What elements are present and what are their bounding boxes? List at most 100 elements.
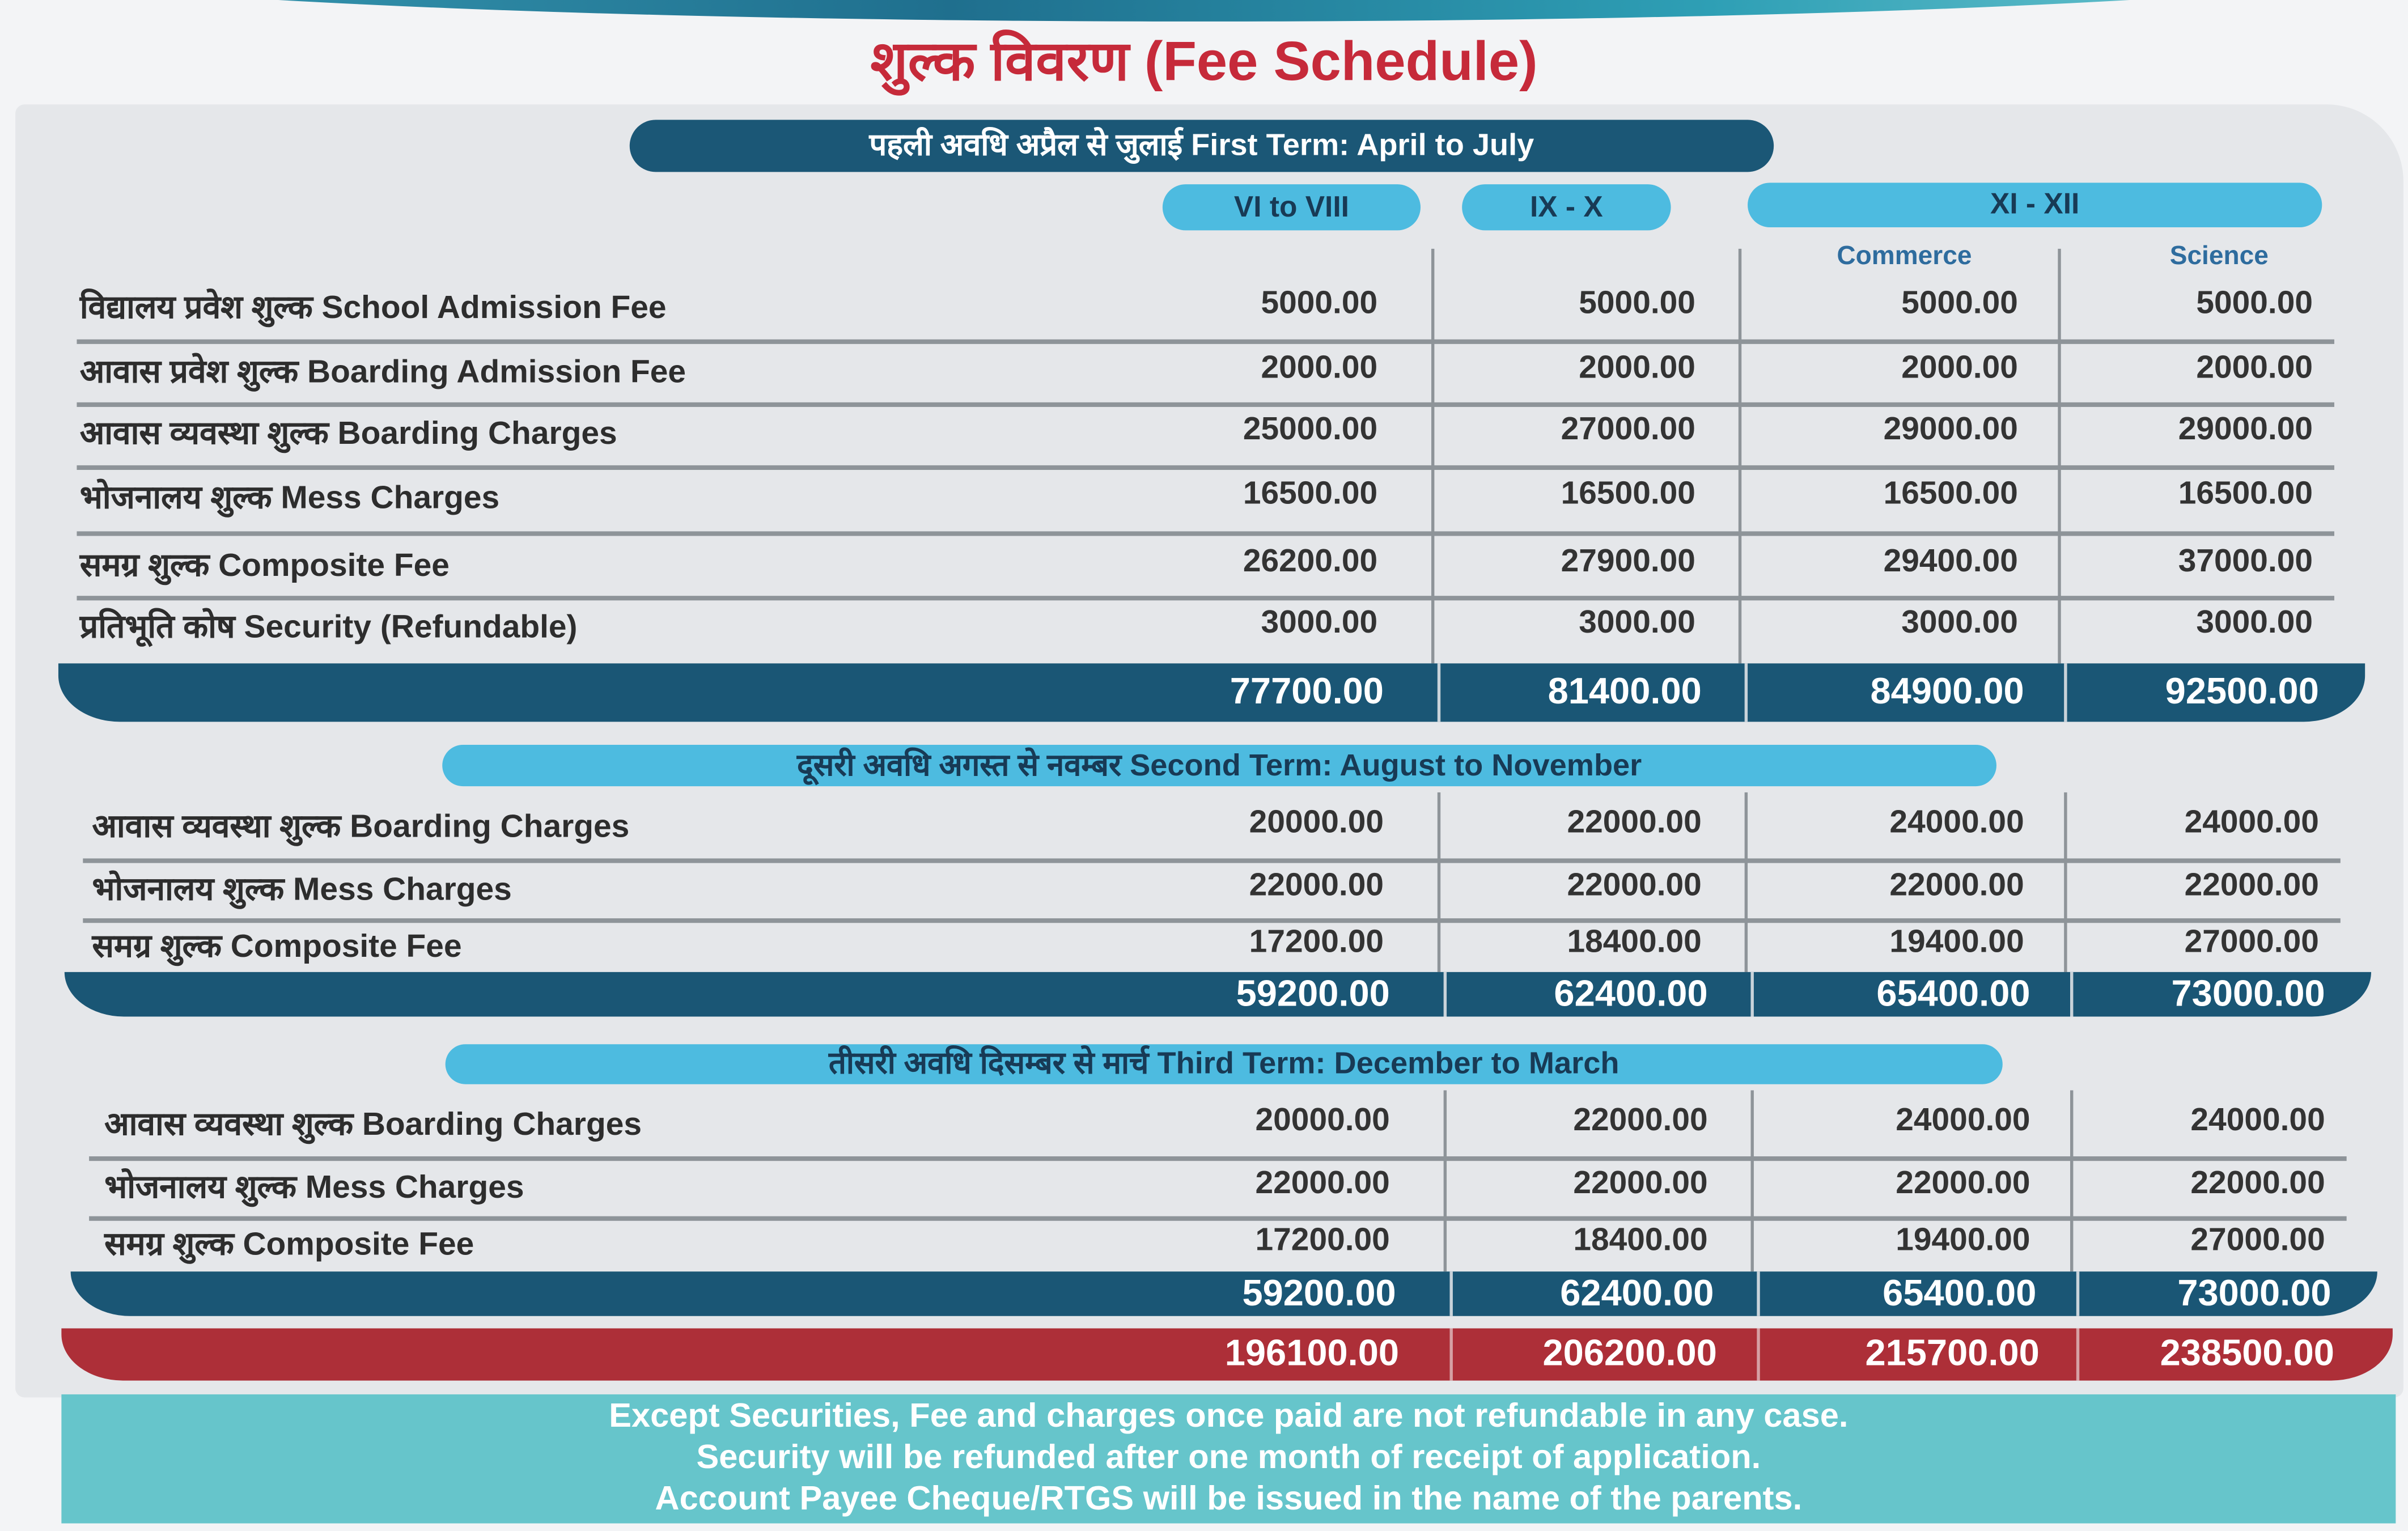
row-label: विद्यालय प्रवेश शुल्क School Admission F… — [79, 290, 667, 326]
term-heading: दूसरी अवधि अगस्त से नवम्बर Second Term: … — [442, 744, 1996, 787]
row-separator — [77, 596, 2334, 601]
grand-total-value: 206200.00 — [1542, 1333, 1717, 1375]
fee-value: 3000.00 — [1901, 605, 2018, 641]
fee-value: 22000.00 — [1567, 867, 1702, 904]
fee-value: 3000.00 — [1261, 605, 1378, 641]
fee-value: 5000.00 — [1261, 285, 1378, 321]
row-separator — [77, 339, 2334, 344]
row-label: भोजनालय शुल्क Mess Charges — [92, 872, 512, 908]
fee-value: 29400.00 — [1883, 544, 2018, 579]
page-title: शुल्क विवरण (Fee Schedule) — [870, 29, 1538, 92]
fee-value: 5000.00 — [2196, 285, 2313, 321]
term-total-bar — [58, 663, 2365, 722]
fee-value: 2000.00 — [1901, 350, 2018, 386]
footer-notes: Except Securities, Fee and charges once … — [61, 1394, 2396, 1524]
fee-value: 22000.00 — [1573, 1102, 1708, 1138]
column-divider — [1757, 1271, 1760, 1316]
fee-value: 16500.00 — [1243, 476, 1378, 512]
term-total-value: 65400.00 — [1883, 1272, 2037, 1314]
row-label: आवास प्रवेश शुल्क Boarding Admission Fee — [79, 354, 686, 391]
grand-total-bar — [61, 1328, 2393, 1381]
fee-value: 27000.00 — [2190, 1222, 2325, 1258]
fee-value: 16500.00 — [1561, 476, 1695, 512]
fee-value: 22000.00 — [2184, 867, 2319, 904]
column-divider — [1744, 792, 1748, 972]
grand-total-value: 238500.00 — [2160, 1333, 2334, 1375]
fee-value: 3000.00 — [1579, 605, 1695, 641]
fee-value: 22000.00 — [1567, 804, 1702, 840]
footer-note: Except Securities, Fee and charges once … — [609, 1396, 1849, 1435]
fee-value: 2000.00 — [1579, 350, 1695, 386]
row-separator — [77, 465, 2334, 470]
column-divider — [1437, 663, 1441, 722]
row-separator — [83, 918, 2341, 923]
fee-value: 22000.00 — [1896, 1165, 2030, 1201]
fee-value: 22000.00 — [1889, 867, 2024, 904]
header-wave-banner — [0, 0, 2408, 22]
column-divider — [2070, 1090, 2074, 1272]
term-total-value: 62400.00 — [1560, 1272, 1714, 1314]
fee-value: 27900.00 — [1561, 544, 1695, 579]
row-label: प्रतिभूति कोष Security (Refundable) — [79, 609, 578, 645]
term-total-value: 73000.00 — [2171, 973, 2325, 1015]
term-total-bar — [70, 1271, 2377, 1316]
fee-value: 29000.00 — [2178, 412, 2313, 447]
fee-value: 24000.00 — [2184, 804, 2319, 840]
grand-total-value: 215700.00 — [1865, 1333, 2040, 1375]
term-total-value: 92500.00 — [2165, 671, 2319, 713]
column-divider — [1449, 1271, 1453, 1316]
fee-value: 5000.00 — [1579, 285, 1695, 321]
column-header-vi-viii: VI to VIII — [1162, 184, 1421, 231]
row-label: समग्र शुल्क Composite Fee — [79, 548, 450, 584]
term-heading: तीसरी अवधि दिसम्बर से मार्च Third Term: … — [445, 1044, 2003, 1084]
column-divider — [1443, 972, 1447, 1017]
column-divider — [1750, 1090, 1754, 1272]
row-label: भोजनालय शुल्क Mess Charges — [104, 1170, 524, 1206]
subheader-commerce: Commerce — [1837, 241, 1972, 270]
row-label: समग्र शुल्क Composite Fee — [92, 929, 462, 965]
column-divider — [1750, 972, 1754, 1017]
term-total-value: 65400.00 — [1876, 973, 2030, 1015]
fee-value: 20000.00 — [1255, 1102, 1390, 1138]
fee-value: 24000.00 — [1896, 1102, 2030, 1138]
fee-value: 17200.00 — [1255, 1222, 1390, 1258]
fee-value: 2000.00 — [1261, 350, 1378, 386]
column-divider — [1744, 663, 1748, 722]
footer-note: Account Payee Cheque/RTGS will be issued… — [655, 1478, 1803, 1517]
fee-value: 27000.00 — [2184, 924, 2319, 960]
row-label: भोजनालय शुल्क Mess Charges — [79, 480, 500, 516]
fee-value: 22000.00 — [2190, 1165, 2325, 1201]
term-total-value: 77700.00 — [1230, 671, 1384, 713]
fee-value: 19400.00 — [1896, 1222, 2030, 1258]
term-total-value: 73000.00 — [2177, 1272, 2331, 1314]
term-total-value: 59200.00 — [1242, 1272, 1396, 1314]
column-divider — [2064, 663, 2067, 722]
column-divider — [2070, 972, 2074, 1017]
fee-value: 16500.00 — [2178, 476, 2313, 512]
row-label: आवास व्यवस्था शुल्क Boarding Charges — [104, 1107, 642, 1143]
term-total-bar — [64, 972, 2372, 1017]
fee-value: 29000.00 — [1883, 412, 2018, 447]
column-divider — [1437, 792, 1441, 972]
column-header-ix-x: IX - X — [1462, 184, 1671, 231]
row-separator — [83, 858, 2341, 863]
row-separator — [77, 402, 2334, 407]
column-divider — [1449, 1328, 1453, 1381]
fee-value: 24000.00 — [2190, 1102, 2325, 1138]
term-total-value: 62400.00 — [1554, 973, 1708, 1015]
fee-value: 24000.00 — [1889, 804, 2024, 840]
fee-value: 18400.00 — [1567, 924, 1702, 960]
footer-note: Security will be refunded after one mont… — [696, 1437, 1761, 1476]
fee-value: 25000.00 — [1243, 412, 1378, 447]
column-divider — [1738, 248, 1742, 664]
subheader-science: Science — [2169, 241, 2269, 270]
fee-value: 5000.00 — [1901, 285, 2018, 321]
fee-value: 22000.00 — [1255, 1165, 1390, 1201]
term-heading: पहली अवधि अप्रैल से जुलाई First Term: Ap… — [629, 120, 1774, 172]
fee-value: 3000.00 — [2196, 605, 2313, 641]
column-divider — [1757, 1328, 1760, 1381]
fee-value: 37000.00 — [2178, 544, 2313, 579]
fee-value: 18400.00 — [1573, 1222, 1708, 1258]
fee-value: 27000.00 — [1561, 412, 1695, 447]
